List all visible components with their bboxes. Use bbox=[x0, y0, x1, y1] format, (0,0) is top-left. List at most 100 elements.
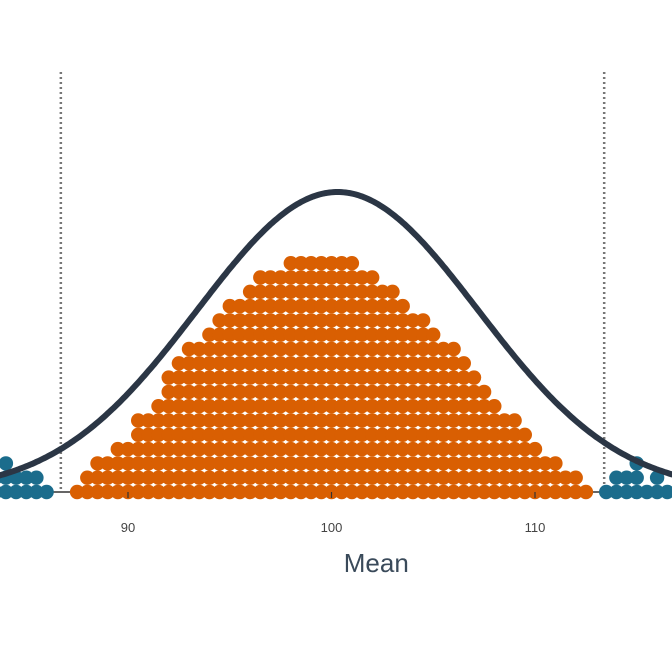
sample-dot-inside bbox=[293, 356, 309, 371]
sample-dot-inside bbox=[263, 413, 278, 428]
sample-dot-inside bbox=[568, 484, 583, 500]
sample-dot-inside bbox=[314, 327, 329, 342]
sample-dot-outside bbox=[29, 470, 44, 485]
sample-dot-inside bbox=[334, 399, 349, 414]
sample-dot-inside bbox=[273, 399, 288, 414]
sample-dot-inside bbox=[212, 327, 227, 342]
sample-dot-inside bbox=[100, 456, 115, 471]
sample-dot-inside bbox=[476, 441, 492, 457]
sample-dot-inside bbox=[365, 370, 380, 385]
sample-dot-outside bbox=[639, 484, 655, 500]
sample-dot-inside bbox=[365, 456, 380, 471]
sample-dot-inside bbox=[476, 427, 492, 442]
sample-dot-inside bbox=[568, 470, 583, 485]
sample-dot-inside bbox=[253, 456, 268, 471]
sample-dot-inside bbox=[293, 341, 309, 357]
sample-dot-inside bbox=[365, 413, 380, 428]
sample-dot-inside bbox=[446, 470, 461, 485]
sample-dot-inside bbox=[253, 470, 268, 485]
sample-dot-outside bbox=[19, 470, 34, 485]
sample-dot-inside bbox=[212, 341, 227, 357]
sample-dot-inside bbox=[354, 413, 370, 428]
sample-dot-inside bbox=[171, 356, 187, 371]
sample-dot-inside bbox=[446, 441, 461, 457]
sample-dot-inside bbox=[181, 399, 197, 414]
sample-dot-inside bbox=[242, 470, 258, 485]
sample-dot-inside bbox=[303, 427, 319, 442]
sample-dot-inside bbox=[263, 484, 278, 500]
sample-dot-inside bbox=[161, 399, 176, 414]
sample-dot-inside bbox=[314, 413, 329, 428]
sample-dot-inside bbox=[324, 470, 339, 485]
sample-dot-inside bbox=[334, 413, 349, 428]
sample-dot-inside bbox=[212, 427, 227, 442]
sample-dot-inside bbox=[314, 470, 329, 485]
sample-dot-inside bbox=[253, 356, 268, 371]
sample-dot-inside bbox=[171, 370, 187, 385]
sample-dot-inside bbox=[242, 413, 258, 428]
sample-dot-inside bbox=[161, 456, 176, 471]
sample-dot-inside bbox=[181, 427, 197, 442]
sample-dot-inside bbox=[385, 470, 400, 485]
sample-dot-inside bbox=[242, 399, 258, 414]
sample-dot-inside bbox=[314, 270, 329, 285]
sample-dot-inside bbox=[446, 427, 461, 442]
sample-dot-inside bbox=[80, 484, 95, 500]
sample-dot-inside bbox=[222, 298, 237, 314]
sample-dot-inside bbox=[253, 327, 268, 342]
sample-dot-inside bbox=[314, 370, 329, 385]
sample-dot-inside bbox=[375, 470, 390, 485]
sample-dot-inside bbox=[253, 441, 268, 457]
sample-dot-inside bbox=[263, 456, 278, 471]
sample-dot-inside bbox=[456, 399, 471, 414]
sample-dot-inside bbox=[263, 327, 278, 342]
sample-dot-inside bbox=[385, 456, 400, 471]
sample-dot-inside bbox=[527, 456, 543, 471]
x-tick-label: 100 bbox=[321, 520, 343, 535]
sample-dot-inside bbox=[90, 484, 105, 500]
sample-dot-inside bbox=[263, 356, 278, 371]
sample-dot-inside bbox=[212, 413, 227, 428]
sample-dot-inside bbox=[344, 399, 360, 414]
sample-dot-inside bbox=[487, 470, 502, 485]
sample-dot-inside bbox=[151, 413, 166, 428]
sample-dot-inside bbox=[131, 441, 146, 457]
sample-dot-inside bbox=[334, 256, 349, 271]
sample-dot-inside bbox=[354, 456, 370, 471]
sample-dot-inside bbox=[375, 413, 390, 428]
sample-dot-inside bbox=[456, 356, 471, 371]
sample-dot-inside bbox=[202, 427, 217, 442]
sample-dot-inside bbox=[303, 313, 319, 328]
sample-dot-inside bbox=[436, 470, 451, 485]
sample-dot-inside bbox=[181, 341, 197, 357]
sample-dot-inside bbox=[222, 327, 237, 342]
sample-dot-inside bbox=[354, 370, 370, 385]
sample-dot-inside bbox=[507, 441, 522, 457]
sample-dot-inside bbox=[436, 370, 451, 385]
sample-dot-inside bbox=[497, 427, 512, 442]
sample-dot-inside bbox=[242, 384, 258, 400]
sample-dot-inside bbox=[273, 298, 288, 314]
sample-dot-inside bbox=[466, 470, 482, 485]
sample-dot-inside bbox=[365, 427, 380, 442]
x-axis-title: Mean bbox=[344, 548, 409, 578]
sample-dot-inside bbox=[181, 356, 197, 371]
sample-dot-inside bbox=[446, 484, 461, 500]
sample-dot-outside bbox=[609, 470, 624, 485]
sample-dot-inside bbox=[293, 298, 309, 314]
sample-dot-inside bbox=[456, 427, 471, 442]
sample-dot-inside bbox=[527, 470, 543, 485]
sample-dot-inside bbox=[548, 470, 563, 485]
sample-dot-inside bbox=[385, 284, 400, 299]
sample-dot-inside bbox=[334, 313, 349, 328]
sample-dot-inside bbox=[507, 484, 522, 500]
sample-dot-inside bbox=[263, 441, 278, 457]
sample-dot-inside bbox=[365, 356, 380, 371]
sample-dot-inside bbox=[242, 341, 258, 357]
sample-dot-inside bbox=[110, 484, 126, 500]
sample-dot-inside bbox=[222, 470, 237, 485]
sample-dot-inside bbox=[548, 456, 563, 471]
sample-dot-inside bbox=[303, 298, 319, 314]
normal-curve-layer bbox=[0, 189, 672, 479]
sample-dot-inside bbox=[324, 384, 339, 400]
